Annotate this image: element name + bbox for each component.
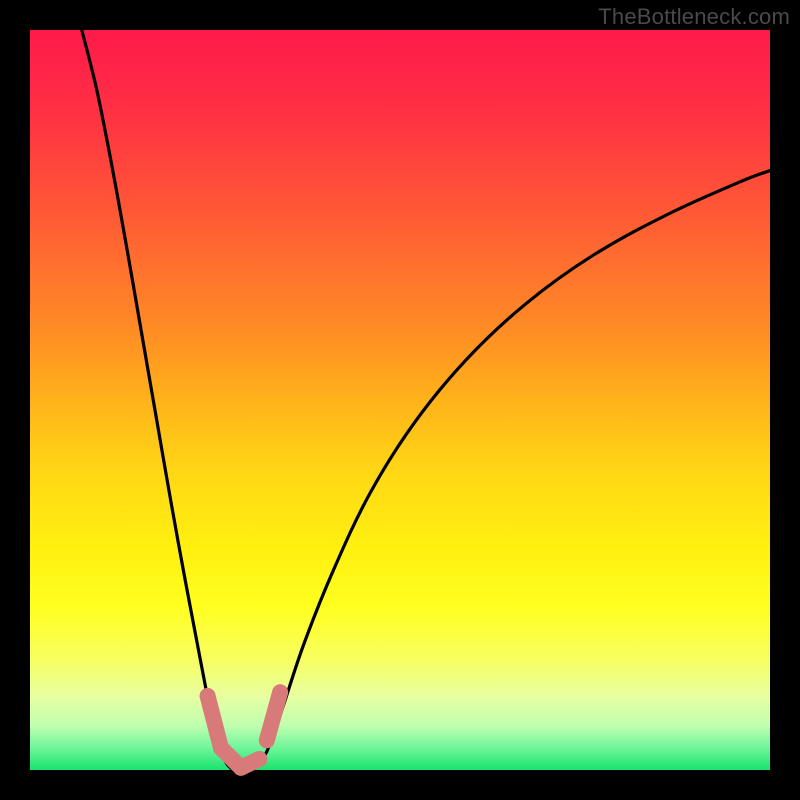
highlight-segment bbox=[241, 759, 260, 768]
bottleneck-chart bbox=[0, 0, 800, 800]
highlight-dot bbox=[200, 688, 216, 704]
watermark-text: TheBottleneck.com bbox=[598, 4, 790, 30]
chart-container: TheBottleneck.com bbox=[0, 0, 800, 800]
highlight-dot bbox=[272, 684, 288, 700]
plot-background bbox=[30, 30, 770, 770]
